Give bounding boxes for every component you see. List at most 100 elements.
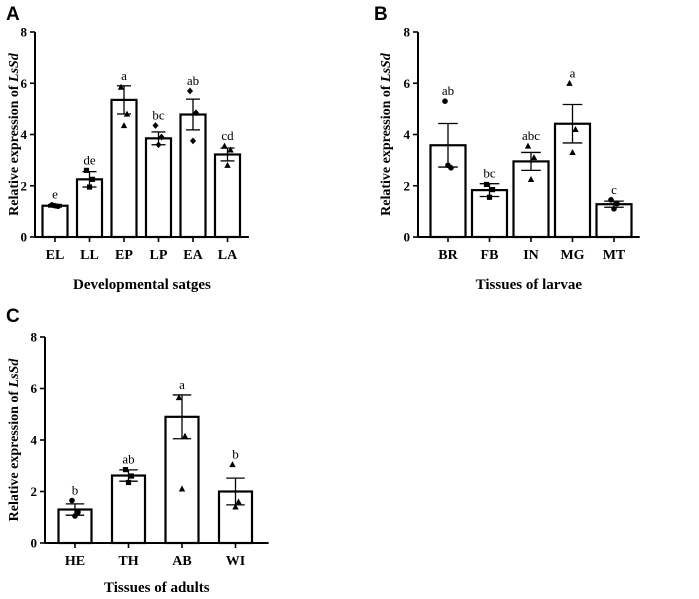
data-point xyxy=(128,473,135,479)
significance-letter: a xyxy=(121,68,127,83)
data-point xyxy=(611,206,617,212)
data-point xyxy=(569,149,576,156)
data-point xyxy=(123,110,131,117)
data-point xyxy=(187,87,193,95)
data-point xyxy=(608,197,614,203)
data-point xyxy=(193,109,199,117)
data-point xyxy=(445,162,451,169)
data-point xyxy=(221,142,228,149)
significance-letter: b xyxy=(72,483,79,498)
data-point xyxy=(83,167,90,173)
x-tick-label: AB xyxy=(172,554,191,569)
significance-letter: e xyxy=(52,186,58,201)
data-point xyxy=(235,498,242,505)
significance-letter: abc xyxy=(522,128,540,143)
x-tick-label: BR xyxy=(438,248,458,263)
data-point xyxy=(190,137,196,145)
significance-letter: ab xyxy=(187,73,199,88)
x-tick-label: EL xyxy=(46,248,65,263)
x-tick-label: EP xyxy=(115,248,133,263)
data-point xyxy=(524,142,532,149)
y-tick-label: 8 xyxy=(404,25,411,40)
x-tick-label: LA xyxy=(218,248,238,263)
y-tick-label: 6 xyxy=(404,76,411,91)
panel-c: C 0 2 4 6 8 Relative expression of LsSd Tissues… xyxy=(6,306,269,596)
data-point xyxy=(486,194,493,200)
panel-a: A 0 2 4 6 8 Relative expression of LsSd Develop… xyxy=(6,4,249,293)
significance-letter: bc xyxy=(483,166,496,181)
data-point xyxy=(89,176,96,182)
panel-letter: B xyxy=(374,4,388,25)
x-tick-label: LP xyxy=(150,248,168,263)
data-point xyxy=(52,202,58,209)
data-point xyxy=(175,394,183,401)
y-tick-label: 8 xyxy=(31,330,38,345)
y-tick-label: 8 xyxy=(21,25,28,40)
bar xyxy=(512,160,550,239)
y-tick-label: 6 xyxy=(31,381,38,396)
data-point xyxy=(483,181,490,188)
x-tick-label: EA xyxy=(183,248,203,263)
x-tick-label: FB xyxy=(481,248,499,263)
data-point xyxy=(224,161,231,168)
data-point xyxy=(117,83,125,90)
y-tick-label: 4 xyxy=(31,433,38,448)
x-axis-label: Tissues of larvae xyxy=(476,277,583,293)
y-tick-label: 2 xyxy=(21,178,28,193)
data-point xyxy=(572,125,579,132)
data-point xyxy=(229,461,236,468)
significance-letter: a xyxy=(179,377,185,392)
y-tick-label: 4 xyxy=(21,127,28,142)
y-tick-label: 2 xyxy=(404,178,411,193)
panel-b: B 0 2 4 6 8 Relative expression of LsSd Tissues… xyxy=(374,4,640,293)
significance-letter: cd xyxy=(221,128,234,143)
significance-letter: ab xyxy=(442,83,454,98)
x-tick-label: LL xyxy=(80,248,99,263)
data-point xyxy=(530,154,538,161)
x-tick-label: IN xyxy=(523,248,539,263)
bar xyxy=(179,113,207,239)
data-point xyxy=(181,432,189,439)
data-point xyxy=(614,200,620,207)
y-axis-label: Relative expression of LsSd xyxy=(7,358,22,522)
x-tick-label: WI xyxy=(226,554,245,569)
data-point xyxy=(122,467,129,473)
panel-letter: C xyxy=(6,306,20,327)
panel-letter: A xyxy=(6,4,20,25)
data-point xyxy=(120,122,128,129)
data-point xyxy=(566,79,573,86)
bar xyxy=(110,98,138,239)
x-tick-label: MT xyxy=(603,248,626,263)
significance-letter: ab xyxy=(122,452,134,467)
x-tick-label: HE xyxy=(65,554,85,569)
x-tick-label: TH xyxy=(118,554,138,569)
significance-letter: de xyxy=(83,152,96,167)
data-point xyxy=(125,479,132,486)
data-point xyxy=(442,98,448,104)
bar xyxy=(144,137,173,239)
data-point xyxy=(232,503,239,510)
significance-letter: bc xyxy=(152,108,165,123)
data-point xyxy=(72,513,78,519)
significance-letter: a xyxy=(570,65,576,80)
y-tick-label: 6 xyxy=(21,76,28,91)
data-point xyxy=(152,122,159,129)
y-tick-label: 4 xyxy=(404,127,411,142)
data-point xyxy=(158,133,165,141)
data-point xyxy=(155,141,162,149)
y-tick-label: 2 xyxy=(31,484,38,499)
y-tick-label: 0 xyxy=(31,536,38,551)
x-tick-label: MG xyxy=(560,248,584,263)
data-point xyxy=(227,146,234,153)
data-point xyxy=(489,186,496,193)
data-point xyxy=(86,184,93,190)
data-point xyxy=(69,497,75,504)
significance-letter: b xyxy=(232,446,239,461)
x-axis-label: Developmental satges xyxy=(73,277,211,293)
y-tick-label: 0 xyxy=(21,230,28,245)
data-point xyxy=(527,175,535,182)
bar xyxy=(110,474,147,545)
y-tick-label: 0 xyxy=(404,230,411,245)
data-point xyxy=(75,509,81,515)
